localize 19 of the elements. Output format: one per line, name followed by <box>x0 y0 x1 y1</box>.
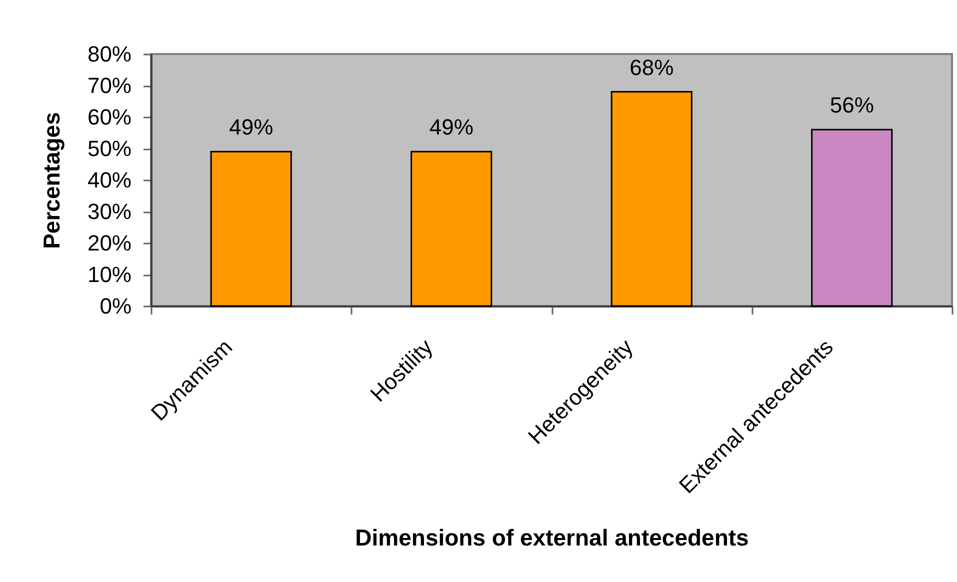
y-tick-label: 70% <box>87 73 132 98</box>
y-tick-label: 20% <box>87 230 132 256</box>
data-label: 68% <box>630 54 674 80</box>
y-tick-label: 30% <box>87 199 132 224</box>
y-axis-title: Percentages <box>38 112 64 249</box>
data-label: 49% <box>229 114 274 140</box>
y-tick-label: 80% <box>87 42 132 66</box>
y-tick-label: 50% <box>87 136 132 161</box>
bar <box>811 128 893 307</box>
bar <box>210 150 292 307</box>
y-tick-label: 40% <box>87 168 132 192</box>
data-label: 49% <box>429 114 474 140</box>
bar <box>410 150 492 307</box>
y-tick-label: 0% <box>100 294 132 318</box>
y-tick-label: 10% <box>87 262 132 287</box>
bar <box>610 91 692 307</box>
y-tick-label: 60% <box>87 104 132 130</box>
x-axis-title: Dimensions of external antecedents <box>355 524 749 550</box>
data-label: 56% <box>830 92 874 118</box>
